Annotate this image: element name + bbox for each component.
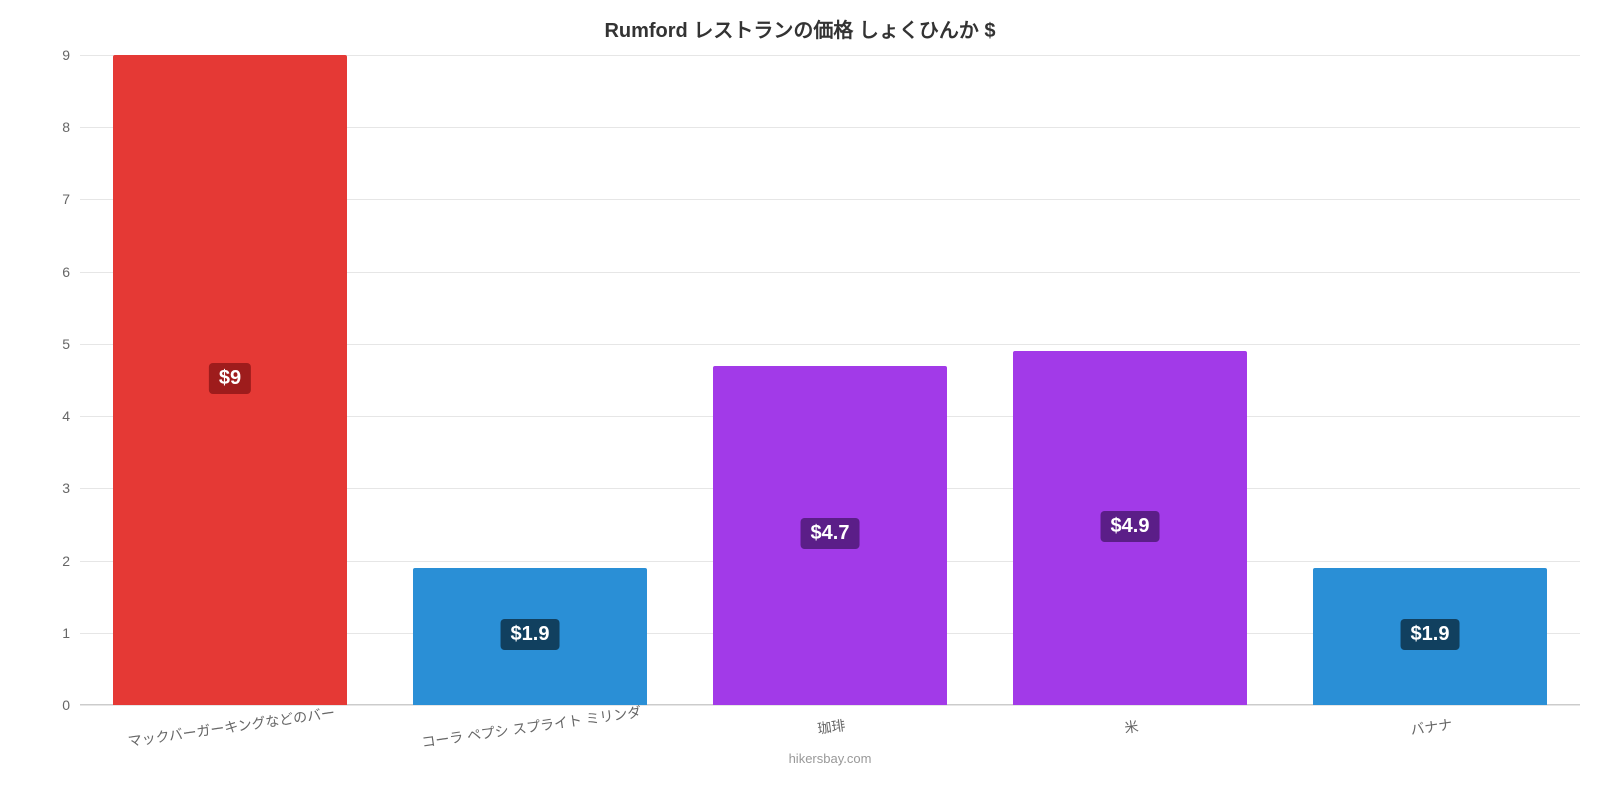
y-tick-label: 1: [62, 625, 80, 641]
attribution: hikersbay.com: [80, 751, 1580, 766]
y-tick-label: 3: [62, 480, 80, 496]
bar-value-badge: $4.7: [801, 518, 860, 549]
y-tick-label: 7: [62, 191, 80, 207]
bar-slot: $4.9: [980, 55, 1280, 705]
price-bar-chart: Rumford レストランの価格 しょくひんか $ 0 1 2 3 4 5 6 7 8 9 $9 $1…: [0, 0, 1600, 800]
bars-container: $9 $1.9 $4.7 $4.9 $1.9: [80, 55, 1580, 705]
y-tick-label: 8: [62, 119, 80, 135]
bar-slot: $4.7: [680, 55, 980, 705]
y-tick-label: 0: [62, 697, 80, 713]
bar-value-badge: $1.9: [501, 619, 560, 650]
y-tick-label: 6: [62, 264, 80, 280]
y-tick-label: 9: [62, 47, 80, 63]
y-tick-label: 4: [62, 408, 80, 424]
bar-value-badge: $4.9: [1101, 511, 1160, 542]
bar-slot: $1.9: [380, 55, 680, 705]
bar-value-badge: $9: [209, 363, 251, 394]
chart-title: Rumford レストランの価格 しょくひんか $: [0, 14, 1600, 43]
bar-slot: $1.9: [1280, 55, 1580, 705]
y-tick-label: 5: [62, 336, 80, 352]
bar-slot: $9: [80, 55, 380, 705]
bar-value-badge: $1.9: [1401, 619, 1460, 650]
plot-area: 0123456789$9$1.9$4.7$4.9$1.9マックバーガーキングなど…: [80, 55, 1580, 705]
x-labels: マックバーガーキングなどのバーコーラ ペプシ スプライト ミリンダ珈琲米バナナ: [80, 717, 1580, 737]
y-tick-label: 2: [62, 553, 80, 569]
